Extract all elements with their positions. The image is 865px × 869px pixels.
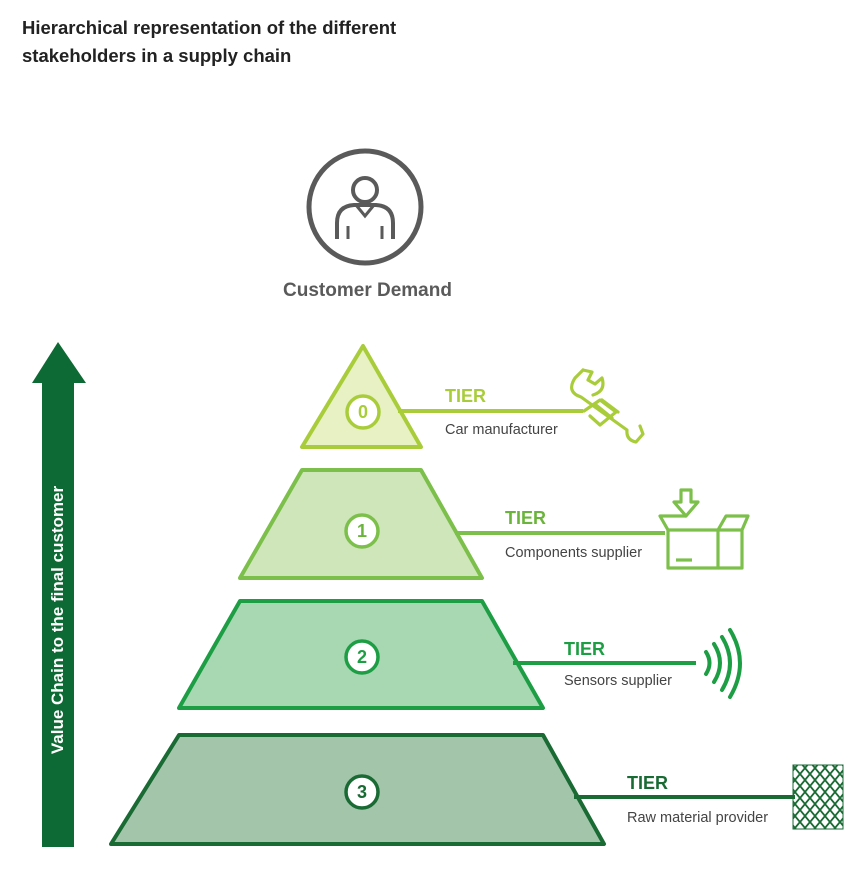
tier-3-group	[109, 733, 844, 846]
tier-0-number-circle	[345, 394, 381, 430]
title-line-2: stakeholders in a supply chain	[22, 45, 292, 66]
tier-3-number-circle	[344, 774, 380, 810]
value-chain-arrow	[32, 342, 86, 847]
tier-0-description: Car manufacturer	[445, 422, 558, 438]
tier-1-number-circle	[344, 513, 380, 549]
box-icon	[658, 488, 750, 570]
mesh-icon	[792, 764, 844, 830]
person-icon	[306, 148, 424, 266]
tier-1-description: Components supplier	[505, 545, 643, 561]
tier-2-group	[177, 599, 742, 710]
value-chain-label: Value Chain to the final customer	[48, 485, 67, 755]
customer-demand-label: Customer Demand	[283, 280, 452, 301]
wrench-icon	[570, 368, 645, 444]
tier-2-description: Sensors supplier	[564, 673, 672, 689]
title-line-1: Hierarchical representation of the diffe…	[22, 17, 397, 38]
tier-2-word: TIER	[564, 639, 606, 659]
tier-0-word: TIER	[445, 386, 487, 406]
tier-1-word: TIER	[505, 508, 547, 528]
tier-2-number: 2	[356, 647, 367, 667]
diagram-title: Hierarchical representation of the diffe…	[22, 14, 582, 70]
tier-0-number: 0	[357, 402, 368, 422]
tier-2-number-circle	[344, 639, 380, 675]
tier-1-group	[238, 468, 750, 580]
tier-3-number: 3	[356, 782, 367, 802]
signal-icon	[704, 628, 742, 699]
tier-3-word: TIER	[627, 773, 669, 793]
value-chain-arrow-head	[32, 342, 86, 383]
value-chain-arrow-shaft	[42, 382, 74, 847]
tier-3-description: Raw material provider	[627, 810, 769, 826]
tier-0-group	[300, 344, 645, 449]
tier-1-number: 1	[356, 521, 367, 541]
